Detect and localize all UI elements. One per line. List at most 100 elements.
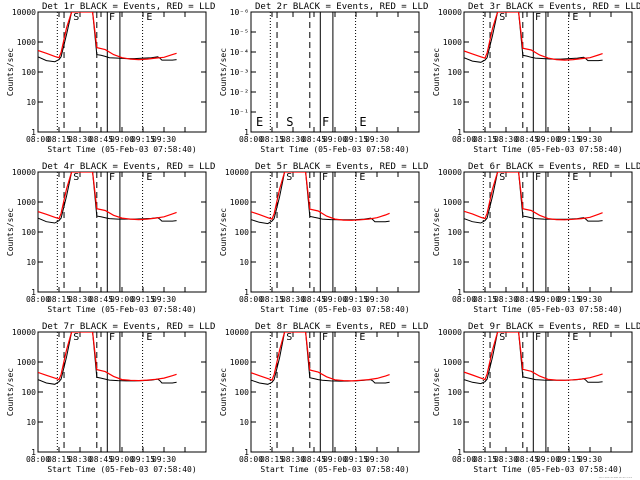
x-tick-label: 08:30	[68, 135, 92, 144]
interval-marker-4: E	[359, 115, 366, 129]
y-tick-label: 10000	[225, 328, 249, 337]
lld-series-line	[464, 12, 603, 61]
interval-marker-s: S	[499, 12, 505, 23]
y-tick-label: 10000	[438, 168, 462, 177]
y-tick-label: 1000	[17, 38, 36, 47]
y-tick-label: 10	[26, 418, 36, 427]
x-tick-label: 08:45	[515, 455, 539, 464]
y-tick-label: 1000	[230, 198, 249, 207]
interval-marker-s: S	[286, 332, 292, 343]
interval-marker-s: S	[499, 332, 505, 343]
x-tick-label: 09:30	[578, 455, 602, 464]
interval-marker-f: F	[322, 332, 328, 343]
y-tick-label: 10	[452, 258, 462, 267]
x-tick-label: 09:00	[323, 135, 347, 144]
y-tick-label: 100	[448, 228, 463, 237]
x-tick-label: 09:30	[152, 135, 176, 144]
y-tick-label: 1000	[230, 358, 249, 367]
y-tick-label: 10⁻²	[230, 88, 249, 97]
x-tick-label: 08:45	[515, 135, 539, 144]
x-tick-label: 08:30	[68, 295, 92, 304]
y-axis-label: Counts/sec	[6, 208, 15, 256]
x-tick-label: 09:00	[110, 295, 134, 304]
x-axis-label: Start Time (05-Feb-03 07:58:40)	[260, 305, 409, 314]
y-axis-label: Counts/sec	[219, 208, 228, 256]
x-tick-label: 09:00	[536, 135, 560, 144]
x-tick-label: 09:15	[557, 295, 581, 304]
y-tick-label: 100	[22, 388, 37, 397]
lld-series-line	[251, 172, 390, 221]
interval-marker-2: S	[286, 115, 293, 129]
x-tick-label: 09:30	[152, 455, 176, 464]
y-tick-label: 10	[239, 258, 249, 267]
y-tick-label: 10⁻¹	[230, 108, 249, 117]
lld-series-line	[38, 332, 177, 382]
y-tick-label: 1	[457, 288, 462, 297]
x-tick-label: 09:00	[110, 455, 134, 464]
interval-marker-s: S	[73, 332, 79, 343]
x-tick-label: 09:15	[344, 455, 368, 464]
x-tick-label: 09:00	[323, 295, 347, 304]
interval-marker-s: S	[499, 172, 505, 183]
y-tick-label: 1000	[17, 198, 36, 207]
panel-title: Det 6r BLACK = Events, RED = LLD	[468, 162, 640, 172]
y-axis-label: Counts/sec	[219, 48, 228, 96]
interval-marker-s: S	[73, 172, 79, 183]
x-tick-label: 09:30	[578, 135, 602, 144]
panel-title: Det 8r BLACK = Events, RED = LLD	[255, 322, 428, 332]
x-tick-label: 09:15	[557, 455, 581, 464]
x-tick-label: 09:15	[344, 295, 368, 304]
interval-marker-f: F	[109, 12, 115, 23]
x-tick-label: 09:30	[152, 295, 176, 304]
x-tick-label: 08:00	[452, 135, 476, 144]
y-tick-label: 10000	[438, 8, 462, 17]
y-tick-label: 1	[457, 128, 462, 137]
panel-title: Det 3r BLACK = Events, RED = LLD	[468, 2, 640, 12]
interval-marker-e: E	[146, 172, 152, 183]
panel-title: Det 1r BLACK = Events, RED = LLD	[42, 2, 215, 12]
panel-title: Det 4r BLACK = Events, RED = LLD	[42, 162, 215, 172]
lld-series-line	[464, 332, 603, 381]
y-tick-label: 1000	[443, 38, 462, 47]
interval-marker-f: F	[535, 172, 541, 183]
lld-series-line	[464, 172, 603, 221]
x-tick-label: 08:45	[89, 455, 113, 464]
x-tick-label: 08:30	[281, 295, 305, 304]
y-tick-label: 100	[22, 68, 37, 77]
y-axis-label: Counts/sec	[432, 48, 441, 96]
y-tick-label: 1000	[17, 358, 36, 367]
y-tick-label: 1000	[443, 358, 462, 367]
lld-series-line	[38, 172, 177, 221]
y-tick-label: 10000	[438, 328, 462, 337]
y-tick-label: 1	[457, 448, 462, 457]
x-tick-label: 08:45	[89, 135, 113, 144]
x-tick-label: 08:15	[47, 455, 71, 464]
y-tick-label: 10	[239, 418, 249, 427]
y-tick-label: 10⁻³	[230, 68, 249, 77]
x-tick-label: 09:30	[578, 295, 602, 304]
x-tick-label: 09:15	[344, 135, 368, 144]
x-axis-label: Start Time (05-Feb-03 07:58:40)	[260, 145, 409, 154]
x-tick-label: 08:00	[26, 295, 50, 304]
y-tick-label: 100	[235, 388, 250, 397]
interval-marker-e: E	[146, 12, 152, 23]
x-tick-label: 08:30	[494, 295, 518, 304]
x-tick-label: 09:30	[365, 135, 389, 144]
interval-marker-f: F	[535, 12, 541, 23]
panel-title: Det 9r BLACK = Events, RED = LLD	[468, 322, 640, 332]
y-tick-label: 10000	[12, 8, 36, 17]
y-tick-label: 1	[31, 448, 36, 457]
y-tick-label: 10000	[12, 328, 36, 337]
y-tick-label: 10	[452, 418, 462, 427]
y-tick-label: 100	[448, 388, 463, 397]
x-tick-label: 08:15	[47, 135, 71, 144]
y-tick-label: 1	[31, 128, 36, 137]
y-axis-label: Counts/sec	[432, 368, 441, 416]
x-tick-label: 08:30	[281, 455, 305, 464]
y-tick-label: 10⁻⁴	[230, 48, 249, 57]
